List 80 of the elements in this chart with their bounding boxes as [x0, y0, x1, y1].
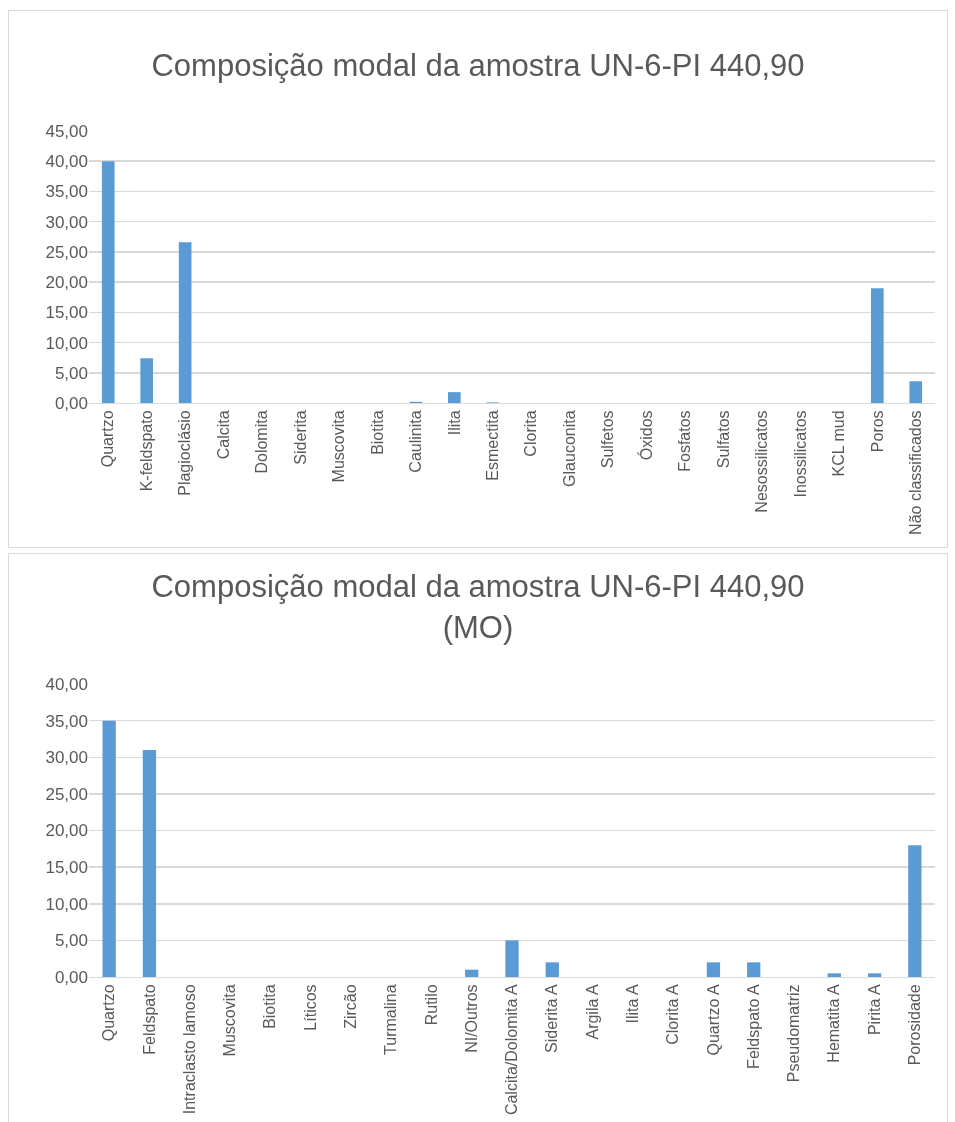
x-tick-label: Argila A: [583, 984, 601, 1040]
y-tick-label: 40,00: [45, 152, 88, 172]
x-tick-label: Inossilicatos: [791, 410, 809, 498]
x-tick-label: Pseudomatriz: [785, 984, 803, 1083]
x-tick-label: Nesossilicatos: [753, 410, 771, 513]
x-tick-label: Zircão: [342, 984, 360, 1029]
x-tick-label: Óxidos: [636, 410, 655, 461]
bar: [827, 973, 841, 977]
y-tick-label: 45,00: [45, 121, 88, 141]
x-tick-label: KCL mud: [830, 410, 848, 477]
bar: [908, 845, 922, 977]
x-tick-label: Plagioclásio: [176, 410, 194, 496]
x-tick-label: Fosfatos: [676, 410, 694, 472]
y-tick-label: 35,00: [45, 182, 88, 202]
x-tick-label: Biotita: [261, 984, 279, 1029]
x-tick-label: Dolomita: [253, 410, 271, 474]
y-tick-label: 25,00: [45, 784, 88, 804]
x-tick-label: Porosidade: [906, 984, 924, 1066]
x-tick-label: Intraclasto lamoso: [180, 984, 198, 1115]
x-tick-label: Muscovita: [330, 410, 348, 483]
x-tick-label: Feldspato: [140, 984, 158, 1055]
x-tick-label: Hematita A: [825, 984, 843, 1063]
x-tick-label: Rutilo: [422, 984, 440, 1026]
x-tick-label: Não classificados: [906, 410, 924, 535]
bar: [178, 242, 192, 403]
y-tick-label: 5,00: [54, 931, 88, 951]
x-tick-label: Quartzo A: [704, 984, 722, 1056]
y-tick-label: 15,00: [45, 303, 88, 323]
bar: [870, 288, 884, 403]
x-tick-label: Calcita/Dolomita A: [503, 984, 521, 1116]
x-tick-label: Quartzo: [100, 984, 118, 1042]
bar: [140, 358, 154, 403]
y-tick-label: 10,00: [45, 894, 88, 914]
y-tick-label: 15,00: [45, 858, 88, 878]
x-tick-label: Muscovita: [221, 984, 239, 1057]
x-tick-label: Siderita A: [543, 984, 561, 1053]
x-tick-label: Pirita A: [865, 984, 883, 1036]
y-tick-label: 30,00: [45, 212, 88, 232]
y-tick-label: 20,00: [45, 821, 88, 841]
x-tick-label: Poros: [868, 410, 886, 453]
bar: [545, 962, 559, 977]
chart-title: Composição modal da amostra UN-6-PI 440,90 (MO): [151, 569, 805, 645]
x-tick-label: Clorita A: [664, 984, 682, 1045]
x-tick-label: Feldspato A: [744, 984, 762, 1069]
x-tick-label: Siderita: [291, 410, 309, 465]
bar: [101, 161, 115, 403]
bar: [867, 973, 882, 977]
x-tick-label: NI/Outros: [462, 984, 480, 1053]
y-tick-label: 35,00: [45, 711, 88, 731]
y-tick-label: 10,00: [45, 333, 88, 353]
x-tick-label: Ilita A: [624, 984, 642, 1024]
y-tick-label: 25,00: [45, 242, 88, 262]
x-tick-label: Biotita: [368, 410, 386, 455]
y-tick-label: 20,00: [45, 273, 88, 293]
y-tick-label: 0,00: [54, 393, 88, 413]
bar: [747, 962, 761, 977]
x-tick-label: Caulinita: [407, 410, 425, 473]
x-tick-label: Turmalina: [382, 984, 400, 1055]
y-tick-label: 0,00: [54, 967, 88, 987]
chart-title: Composição modal da amostra UN-6-PI 440,90: [151, 48, 805, 84]
x-tick-label: Sulfatos: [714, 410, 732, 469]
x-tick-label: Quartzo: [99, 410, 117, 468]
x-tick-label: Clorita: [522, 410, 540, 457]
x-tick-label: Calcita: [214, 410, 232, 460]
x-tick-label: Glauconita: [560, 410, 578, 487]
bar: [505, 940, 519, 977]
bar: [447, 392, 461, 403]
x-tick-label: Líticos: [301, 984, 319, 1031]
x-tick-label: K-feldspato: [137, 410, 155, 492]
y-tick-label: 5,00: [54, 363, 88, 383]
y-tick-label: 30,00: [45, 748, 88, 768]
bar: [142, 749, 157, 977]
bar: [465, 969, 479, 977]
x-tick-label: Ilita: [445, 410, 463, 436]
y-tick-label: 40,00: [45, 674, 88, 694]
bar: [909, 381, 923, 403]
x-tick-label: Sulfetos: [599, 410, 617, 469]
bar: [706, 962, 721, 977]
bar: [102, 720, 116, 977]
x-tick-label: Esmectita: [483, 410, 501, 481]
